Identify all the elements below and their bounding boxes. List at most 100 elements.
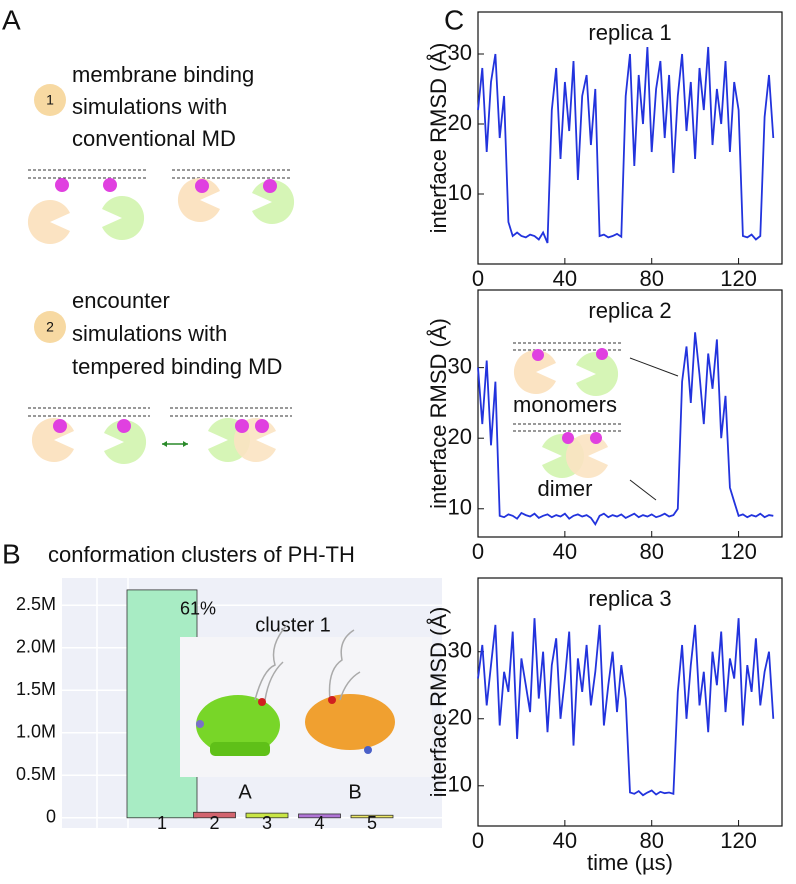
y-tick-label: 30 bbox=[448, 638, 472, 663]
y-axis-label: interface RMSD (Å) bbox=[426, 607, 451, 798]
x-tick-label: 0 bbox=[472, 828, 484, 853]
step-text: membrane binding bbox=[72, 62, 254, 87]
plot-frame bbox=[477, 11, 783, 265]
y-tick-label: 10 bbox=[448, 180, 472, 205]
x-tick-label: 1 bbox=[157, 813, 167, 833]
y-tick-label: 0.5M bbox=[16, 764, 56, 784]
x-tick-label: 80 bbox=[639, 828, 663, 853]
inset-diagram bbox=[513, 342, 679, 501]
y-tick-label: 1.5M bbox=[16, 679, 56, 699]
bar bbox=[245, 812, 289, 819]
y-tick-label: 10 bbox=[448, 772, 472, 797]
y-axis-label: interface RMSD (Å) bbox=[426, 318, 451, 509]
x-tick-label: 0 bbox=[472, 266, 484, 291]
lipid bbox=[255, 419, 269, 433]
line-series bbox=[477, 46, 775, 244]
y-tick-label: 2.0M bbox=[16, 636, 56, 656]
inset-label: A bbox=[238, 781, 252, 803]
x-tick-label: 40 bbox=[553, 828, 577, 853]
y-tick-label: 1.0M bbox=[16, 722, 56, 742]
y-tick-label: 30 bbox=[448, 353, 472, 378]
x-tick-label: 0 bbox=[472, 539, 484, 564]
lipid-head bbox=[328, 696, 336, 704]
panel-label: A bbox=[2, 4, 21, 35]
plot-frame bbox=[477, 577, 783, 827]
inset-label: B bbox=[348, 781, 361, 803]
y-tick-label: 20 bbox=[448, 424, 472, 449]
domain bbox=[210, 742, 270, 756]
lipid bbox=[235, 419, 249, 433]
x-tick-label: 3 bbox=[262, 813, 272, 833]
domain bbox=[305, 694, 395, 750]
lipid bbox=[590, 432, 602, 444]
panel-label: B bbox=[2, 538, 21, 569]
y-tick-label: 10 bbox=[448, 495, 472, 520]
y-tick-label: 30 bbox=[448, 40, 472, 65]
chart-title: replica 1 bbox=[588, 20, 671, 45]
y-tick-label: 20 bbox=[448, 705, 472, 730]
x-axis-label: time (µs) bbox=[587, 850, 673, 875]
x-tick-label: 80 bbox=[639, 539, 663, 564]
line-series bbox=[477, 618, 775, 797]
leader-line bbox=[629, 357, 679, 377]
y-tick-label: 2.5M bbox=[16, 594, 56, 614]
line-series bbox=[477, 332, 774, 527]
step-badge bbox=[34, 84, 66, 116]
step-number: 2 bbox=[46, 319, 54, 335]
x-tick-label: 120 bbox=[720, 828, 757, 853]
lipid bbox=[53, 419, 67, 433]
panel-label: C bbox=[444, 4, 464, 35]
lipid bbox=[103, 178, 117, 192]
annotation: dimer bbox=[537, 476, 592, 501]
atom bbox=[364, 746, 372, 754]
protein bbox=[102, 196, 145, 240]
y-tick-label: 20 bbox=[448, 110, 472, 135]
bar bbox=[298, 813, 341, 819]
x-tick-label: 4 bbox=[314, 813, 324, 833]
lipid bbox=[117, 419, 131, 433]
lipid bbox=[596, 348, 608, 360]
y-tick-label: 0 bbox=[46, 807, 56, 827]
x-tick-label: 5 bbox=[367, 813, 377, 833]
bar bbox=[350, 814, 394, 819]
x-tick-label: 80 bbox=[639, 266, 663, 291]
lipid bbox=[195, 179, 209, 193]
annotation: monomers bbox=[513, 392, 617, 417]
x-tick-label: 120 bbox=[720, 539, 757, 564]
domain bbox=[196, 695, 280, 755]
lipid bbox=[562, 432, 574, 444]
inset-title: cluster 1 bbox=[255, 614, 331, 636]
lipid bbox=[263, 179, 277, 193]
x-tick-label: 40 bbox=[553, 539, 577, 564]
leader-line bbox=[629, 479, 657, 501]
lipid-head bbox=[258, 698, 266, 706]
plot-frame bbox=[477, 289, 783, 538]
protein bbox=[27, 200, 71, 244]
value-label: 61% bbox=[180, 599, 216, 619]
bar bbox=[193, 811, 236, 819]
protein bbox=[576, 352, 619, 396]
x-tick-label: 40 bbox=[553, 266, 577, 291]
atom bbox=[196, 720, 204, 728]
step-text: conventional MD bbox=[72, 126, 236, 151]
x-tick-label: 120 bbox=[720, 266, 757, 291]
lipid-tail bbox=[254, 624, 361, 701]
step-badge bbox=[34, 311, 66, 343]
lipid bbox=[55, 178, 69, 192]
chart-title: replica 2 bbox=[588, 298, 671, 323]
diagram: 1 membrane binding simulations with conv… bbox=[27, 62, 295, 464]
protein-structure bbox=[196, 624, 395, 756]
step-text: tempered binding MD bbox=[72, 354, 282, 379]
step-number: 1 bbox=[46, 92, 54, 108]
chart-title: replica 3 bbox=[588, 586, 671, 611]
step-text: encounter bbox=[72, 288, 170, 313]
step-text: simulations with bbox=[72, 321, 227, 346]
step-text: simulations with bbox=[72, 94, 227, 119]
chart-title: conformation clusters of PH-TH bbox=[48, 542, 355, 567]
protein bbox=[31, 418, 75, 462]
y-axis-label: interface RMSD (Å) bbox=[426, 43, 451, 234]
lipid bbox=[532, 349, 544, 361]
x-tick-label: 2 bbox=[209, 813, 219, 833]
